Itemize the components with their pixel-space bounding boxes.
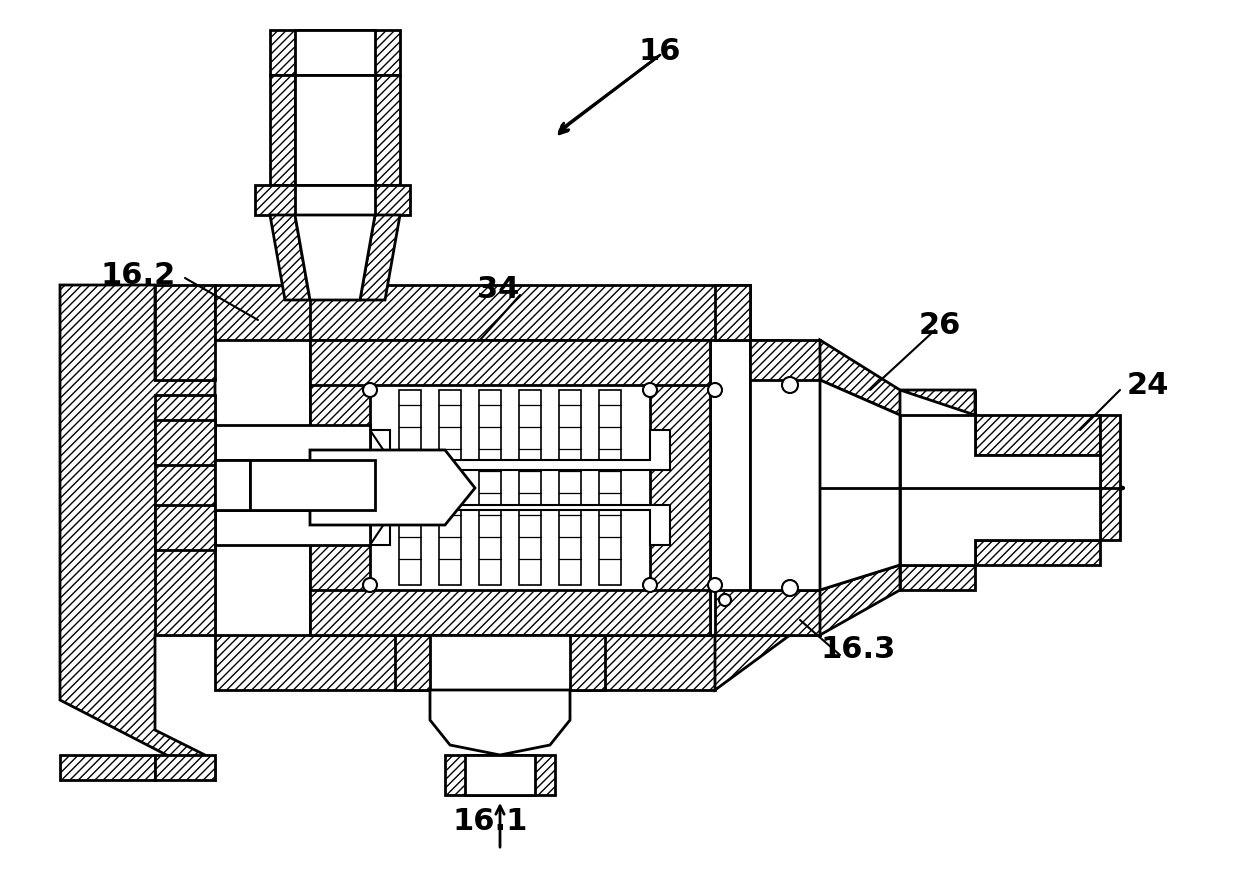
Polygon shape xyxy=(60,285,215,780)
Polygon shape xyxy=(270,215,310,300)
Polygon shape xyxy=(900,415,1100,565)
Polygon shape xyxy=(215,635,715,690)
Polygon shape xyxy=(215,510,370,545)
Polygon shape xyxy=(215,425,370,460)
Circle shape xyxy=(708,578,722,592)
Polygon shape xyxy=(650,340,711,635)
Polygon shape xyxy=(520,390,541,585)
Polygon shape xyxy=(1100,415,1120,540)
Circle shape xyxy=(719,594,732,606)
Polygon shape xyxy=(255,185,410,215)
Polygon shape xyxy=(374,75,401,185)
Polygon shape xyxy=(975,390,1100,455)
Polygon shape xyxy=(310,340,711,385)
Circle shape xyxy=(363,578,377,592)
Polygon shape xyxy=(715,590,790,690)
Polygon shape xyxy=(430,690,570,755)
Polygon shape xyxy=(399,390,422,585)
Polygon shape xyxy=(310,340,711,635)
Polygon shape xyxy=(270,75,295,185)
Polygon shape xyxy=(820,565,900,635)
Text: 16.2: 16.2 xyxy=(100,261,176,289)
Circle shape xyxy=(782,580,799,596)
Polygon shape xyxy=(465,755,534,795)
Text: 16.1: 16.1 xyxy=(453,807,528,837)
Polygon shape xyxy=(310,590,711,635)
Polygon shape xyxy=(430,635,570,690)
Text: 26: 26 xyxy=(919,310,961,340)
Polygon shape xyxy=(900,565,975,590)
Polygon shape xyxy=(215,285,750,340)
Polygon shape xyxy=(310,340,370,635)
Polygon shape xyxy=(975,540,1100,565)
Polygon shape xyxy=(250,460,374,510)
Polygon shape xyxy=(295,75,374,185)
Polygon shape xyxy=(370,505,670,545)
Polygon shape xyxy=(750,340,820,635)
Text: 16.3: 16.3 xyxy=(821,635,895,665)
Polygon shape xyxy=(295,30,374,75)
Polygon shape xyxy=(155,395,215,635)
Circle shape xyxy=(644,578,657,592)
Polygon shape xyxy=(360,215,401,300)
Text: 16: 16 xyxy=(639,37,681,67)
Polygon shape xyxy=(599,390,621,585)
Text: 34: 34 xyxy=(477,275,520,304)
Circle shape xyxy=(363,383,377,397)
Polygon shape xyxy=(820,340,900,415)
Polygon shape xyxy=(155,420,215,465)
Polygon shape xyxy=(715,590,820,635)
Polygon shape xyxy=(396,635,605,690)
Polygon shape xyxy=(155,285,215,380)
Polygon shape xyxy=(310,450,475,525)
Polygon shape xyxy=(445,755,556,795)
Polygon shape xyxy=(215,460,250,510)
Polygon shape xyxy=(820,380,900,590)
Polygon shape xyxy=(715,285,790,380)
Polygon shape xyxy=(295,215,374,300)
Polygon shape xyxy=(155,505,215,550)
Polygon shape xyxy=(155,755,215,780)
Polygon shape xyxy=(750,380,820,590)
Polygon shape xyxy=(900,390,975,415)
Polygon shape xyxy=(370,430,670,470)
Polygon shape xyxy=(60,755,155,780)
Polygon shape xyxy=(559,390,582,585)
Polygon shape xyxy=(295,185,374,215)
Polygon shape xyxy=(439,390,461,585)
Polygon shape xyxy=(270,30,401,75)
Polygon shape xyxy=(479,390,501,585)
Circle shape xyxy=(782,377,799,393)
Circle shape xyxy=(644,383,657,397)
Circle shape xyxy=(708,383,722,397)
Text: 24: 24 xyxy=(1127,370,1169,400)
